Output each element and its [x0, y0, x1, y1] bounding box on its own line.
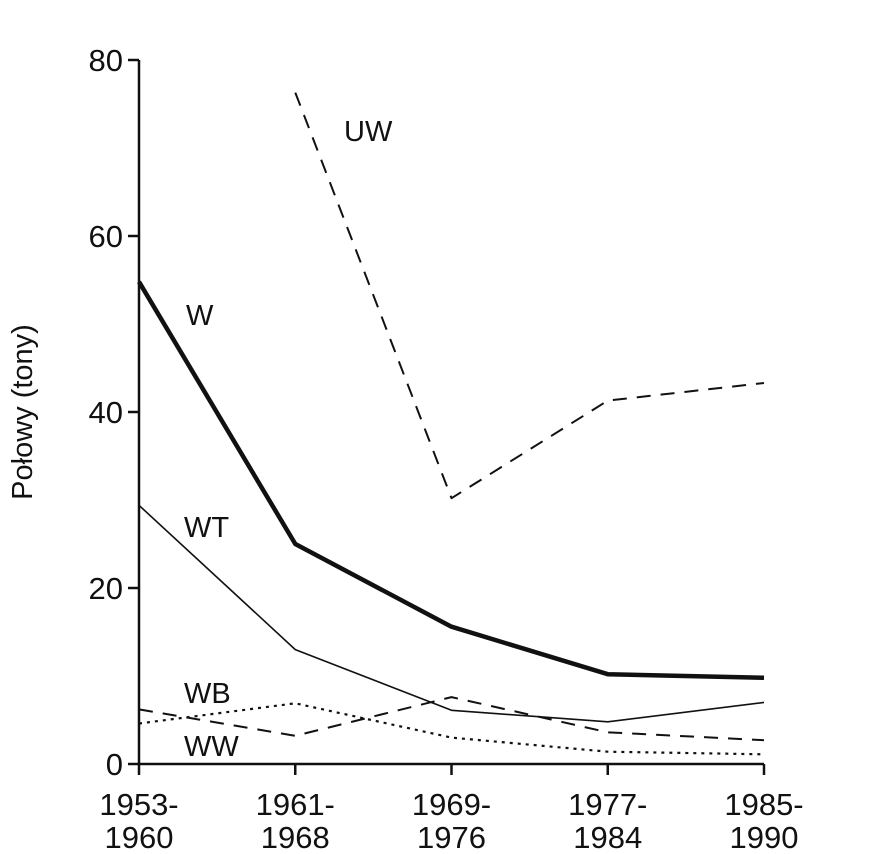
- x-tick-label-line1: 1985-: [724, 787, 803, 822]
- x-tick-label-line2: 1960: [105, 820, 174, 854]
- y-tick-label: 60: [89, 219, 123, 254]
- series-line-wt: [138, 504, 765, 723]
- x-tick-label-line2: 1968: [261, 820, 330, 854]
- series-line-ww: [138, 702, 765, 756]
- series-line-uw: [294, 92, 765, 500]
- series-line-w: [137, 280, 765, 681]
- series-label-uw: UW: [344, 116, 393, 148]
- y-tick-label: 40: [89, 395, 123, 430]
- x-tick-label-line1: 1953-: [99, 787, 178, 822]
- y-tick-label: 80: [89, 43, 123, 78]
- series-label-ww: WW: [184, 731, 239, 763]
- y-ticks: 0 20 40 60 80: [89, 43, 139, 782]
- y-tick-label: 20: [89, 571, 123, 606]
- axes: [137, 60, 764, 766]
- series-labels: UW W WT WB WW: [184, 116, 393, 763]
- y-tick-label: 0: [106, 747, 123, 782]
- y-axis-label: Połowy (tony): [7, 324, 39, 500]
- series-label-w: W: [186, 300, 214, 332]
- x-ticks: 1953-1960 1961-1968 1969-1976 1977-1984 1985…: [99, 764, 804, 854]
- x-tick-label-line2: 1990: [730, 820, 799, 854]
- x-tick-label-line1: 1961-: [256, 787, 335, 822]
- series-label-wt: WT: [184, 512, 229, 544]
- x-tick-label-line2: 1984: [573, 820, 642, 854]
- series-label-wb: WB: [184, 678, 231, 710]
- x-tick-label-line1: 1977-: [568, 787, 647, 822]
- series-lines: [137, 92, 765, 756]
- x-tick-label-line1: 1969-: [412, 787, 491, 822]
- series-line-wb: [138, 696, 765, 742]
- x-tick-label-line2: 1976: [417, 820, 486, 854]
